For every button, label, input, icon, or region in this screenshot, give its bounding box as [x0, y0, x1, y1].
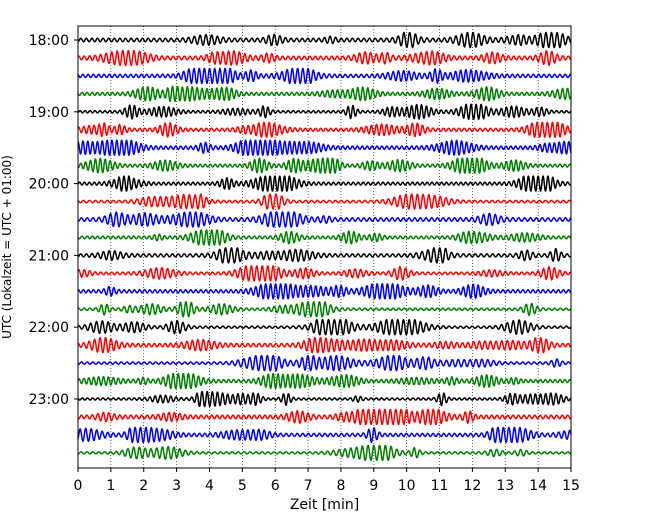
trace-2330 [77, 426, 572, 444]
x-tick-label: 13 [496, 478, 514, 494]
x-tick-label: 3 [172, 478, 181, 494]
x-tick-label: 5 [238, 478, 247, 494]
x-tick-label: 2 [139, 478, 148, 494]
grid-lines [110, 26, 539, 468]
x-tick-label: 9 [369, 478, 378, 494]
x-tick-label: 11 [431, 478, 449, 494]
trace-2015 [77, 193, 572, 210]
y-tick-label: 22:00 [29, 320, 69, 336]
x-tick-label: 10 [398, 478, 416, 494]
y-axis: 18:00 19:00 20:00 21:00 22:00 23:00 [29, 33, 78, 408]
trace-2000 [77, 175, 572, 192]
trace-2115 [77, 265, 572, 282]
trace-1900 [77, 103, 572, 121]
trace-2030 [77, 211, 572, 228]
trace-2145 [77, 301, 572, 318]
trace-2230 [77, 354, 572, 372]
trace-2200 [77, 318, 572, 336]
trace-1915 [77, 121, 572, 138]
trace-1830 [77, 67, 572, 85]
trace-2130 [77, 283, 572, 300]
trace-1930 [77, 139, 572, 156]
y-axis-label: UTC (Lokalzeit = UTC + 01:00) [0, 155, 14, 339]
x-tick-label: 12 [463, 478, 481, 494]
x-tick-label: 6 [271, 478, 280, 494]
trace-1945 [77, 157, 572, 174]
trace-2045 [77, 229, 572, 246]
x-axis-label: Zeit [min] [290, 497, 359, 513]
y-tick-label: 23:00 [29, 392, 69, 408]
x-tick-label: 8 [336, 478, 345, 494]
x-tick-label: 15 [562, 478, 580, 494]
trace-2100 [77, 247, 572, 264]
trace-2215 [77, 336, 572, 354]
trace-2345 [77, 444, 572, 462]
x-tick-label: 4 [205, 478, 214, 494]
plot-frame [77, 25, 572, 469]
x-tick-label: 7 [304, 478, 313, 494]
trace-1800 [77, 31, 572, 49]
y-tick-label: 21:00 [29, 248, 69, 264]
y-tick-label: 20:00 [29, 177, 69, 193]
seismic-traces [77, 31, 572, 462]
trace-2315 [77, 408, 572, 426]
x-axis: 0 1 2 3 4 5 6 7 8 9 10 11 12 13 14 15 [74, 468, 580, 494]
x-tick-label: 0 [74, 478, 83, 494]
trace-2300 [77, 390, 572, 408]
trace-2245 [77, 372, 572, 390]
y-tick-label: 19:00 [29, 105, 69, 121]
trace-1815 [77, 49, 572, 67]
y-tick-label: 18:00 [29, 33, 69, 49]
x-tick-label: 1 [106, 478, 115, 494]
x-tick-label: 14 [529, 478, 547, 494]
trace-1845 [77, 85, 572, 103]
